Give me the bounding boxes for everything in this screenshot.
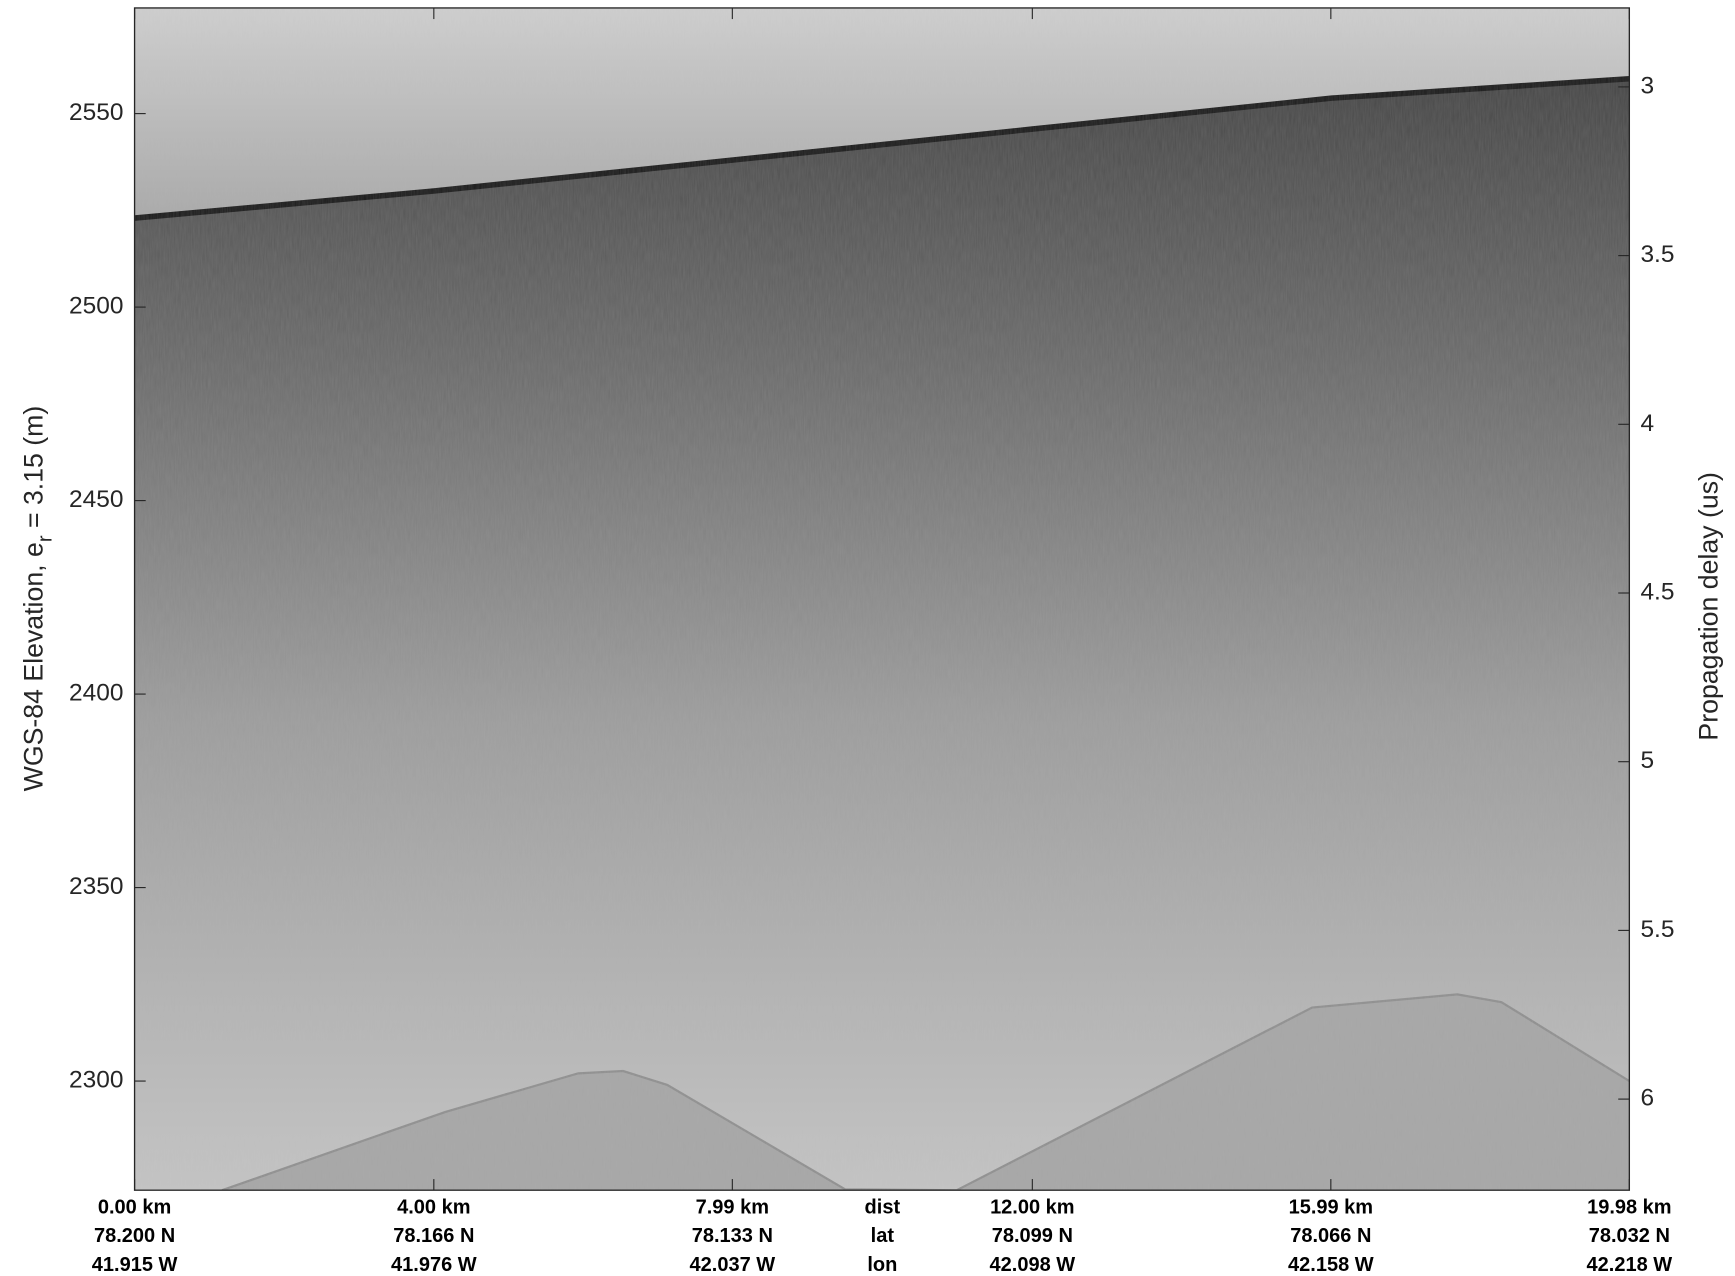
y-tick-label: 2350 bbox=[69, 873, 123, 900]
y-axis-label: WGS-84 Elevation, er = 3.15 (m) bbox=[19, 406, 57, 792]
y2-tick-label: 5.5 bbox=[1640, 916, 1674, 943]
lon-label: 41.915 W bbox=[92, 1254, 178, 1276]
lat-label: 78.032 N bbox=[1589, 1225, 1670, 1247]
echogram-noise bbox=[134, 7, 1630, 1191]
lon-label: 42.158 W bbox=[1288, 1254, 1374, 1276]
y-tick-label: 2300 bbox=[69, 1067, 123, 1094]
y2-tick-label: 3 bbox=[1640, 72, 1654, 99]
y-label-sub: r bbox=[35, 535, 57, 542]
x-tick-label: 15.99 km bbox=[1289, 1196, 1374, 1218]
lon-label: 41.976 W bbox=[391, 1254, 477, 1276]
y-label-rest: = 3.15 (m) bbox=[19, 406, 49, 536]
y2-tick-label: 3.5 bbox=[1640, 241, 1674, 268]
y2-tick-label: 6 bbox=[1640, 1085, 1654, 1112]
lat-label: 78.200 N bbox=[94, 1225, 175, 1247]
lon-label: 42.218 W bbox=[1587, 1254, 1673, 1276]
row-header: lon bbox=[867, 1254, 897, 1276]
x-tick-label: 12.00 km bbox=[990, 1196, 1075, 1218]
y-tick-label: 2550 bbox=[69, 99, 123, 126]
y2-tick-label: 4 bbox=[1640, 410, 1654, 437]
y2-axis-label: Propagation delay (us) bbox=[1694, 472, 1724, 741]
x-tick-label: 19.98 km bbox=[1587, 1196, 1672, 1218]
y2-tick-label: 4.5 bbox=[1640, 578, 1674, 605]
x-tick-label: 7.99 km bbox=[696, 1196, 769, 1218]
lat-label: 78.066 N bbox=[1290, 1225, 1371, 1247]
y-tick-label: 2500 bbox=[69, 293, 123, 320]
lon-label: 42.037 W bbox=[690, 1254, 776, 1276]
x-tick-label: 4.00 km bbox=[397, 1196, 470, 1218]
lon-label: 42.098 W bbox=[990, 1254, 1076, 1276]
x-tick-label: 0.00 km bbox=[98, 1196, 171, 1218]
plot-frame bbox=[133, 7, 1631, 1191]
lat-label: 78.099 N bbox=[992, 1225, 1073, 1247]
y-tick-label: 2400 bbox=[69, 680, 123, 707]
lat-label: 78.133 N bbox=[692, 1225, 773, 1247]
lat-label: 78.166 N bbox=[393, 1225, 474, 1247]
row-header: lat bbox=[871, 1225, 895, 1247]
y2-tick-label: 5 bbox=[1640, 747, 1654, 774]
y-label-main: WGS-84 Elevation, e bbox=[19, 542, 49, 791]
row-header: dist bbox=[865, 1196, 901, 1218]
y-tick-label: 2450 bbox=[69, 486, 123, 513]
